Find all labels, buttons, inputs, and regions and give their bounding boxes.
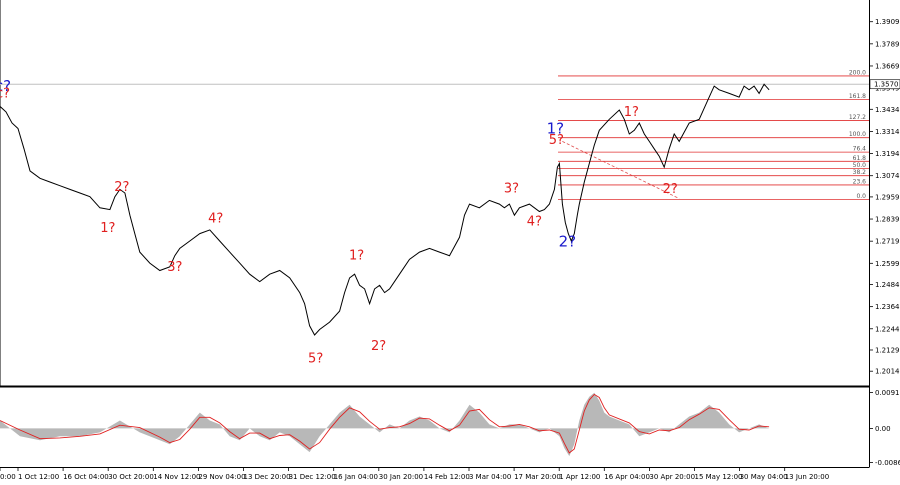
fib-label: 50.0 — [853, 162, 867, 169]
y-tick-label: 1.3194 — [875, 150, 900, 158]
wave-label: 2? — [663, 182, 678, 197]
x-tick-label: 30 Jan 20:00 — [379, 473, 423, 481]
x-tick-label: 15 May 12:00 — [695, 473, 743, 481]
wave-label: 1? — [100, 221, 115, 236]
y-tick-label: 1.2959 — [875, 193, 900, 201]
wave-label: 2? — [114, 180, 129, 195]
x-tick-label: 1 Oct 12:00 — [18, 473, 59, 481]
fib-label: 100.0 — [849, 131, 866, 138]
y-tick-label: 1.3909 — [875, 18, 900, 26]
fib-label: 61.8 — [853, 155, 867, 162]
wave-label: 1? — [624, 105, 639, 120]
x-tick-label: 16 Oct 04:00 — [63, 473, 109, 481]
wave-label: 5? — [549, 133, 564, 148]
current-price-label: 1.3570 — [874, 81, 899, 89]
fib-label: 200.0 — [849, 69, 866, 76]
y-tick-label: 1.2129 — [875, 346, 900, 354]
y-tick-label: 1.2484 — [875, 281, 900, 289]
x-tick-label: 14 Feb 12:00 — [424, 473, 470, 481]
osc-tick-label: -0.0086 — [875, 459, 900, 467]
x-tick-label: 30 Oct 20:00 — [108, 473, 154, 481]
time-axis: 0:00 1 Oct 12:00 16 Oct 04:00 30 Oct 20:00 1… — [0, 467, 829, 481]
osc-tick-label: 0.0091 — [875, 389, 900, 397]
wave-labels: c?c?2?1?4?3?1?2?5?3?4?1?5?2?1?2? — [0, 77, 678, 366]
y-tick-label: 1.3669 — [875, 62, 900, 70]
wave-label: 3? — [167, 260, 182, 275]
y-tick-label: 1.3789 — [875, 40, 900, 48]
fib-label: 161.8 — [849, 93, 866, 100]
oscillator-signal-line — [0, 393, 770, 454]
oscillator-series — [0, 392, 770, 457]
wave-label: 3? — [504, 181, 519, 196]
y-tick-label: 1.2719 — [875, 238, 900, 246]
x-tick-label: 29 Nov 04:00 — [198, 473, 245, 481]
wave-label: 2? — [371, 339, 386, 354]
x-tick-label: 16 Jan 04:00 — [334, 473, 378, 481]
y-tick-label: 1.2599 — [875, 260, 900, 268]
y-tick-label: 1.3434 — [875, 106, 900, 114]
x-tick-label: 14 Nov 12:00 — [153, 473, 200, 481]
price-line — [0, 83, 770, 336]
dashed-trendline — [562, 141, 680, 199]
x-tick-label: 17 Mar 20:00 — [514, 473, 561, 481]
fib-label: 23.6 — [853, 178, 867, 185]
y-tick-label: 1.2244 — [875, 325, 900, 333]
x-tick-label: 3 Mar 04:00 — [469, 473, 511, 481]
wave-label: 1? — [349, 248, 364, 263]
x-tick-label: 1 Apr 12:00 — [559, 473, 600, 481]
y-tick-label: 1.2014 — [875, 368, 900, 376]
fib-label: 76.4 — [853, 146, 867, 153]
x-tick-label: 13 Jun 20:00 — [785, 473, 829, 481]
x-tick-label: 13 Dec 20:00 — [244, 473, 291, 481]
current-price-tag: 1.3570 — [869, 79, 900, 90]
wave-label: c? — [0, 87, 10, 102]
oscillator-axis: 0.0091 0.00 -0.0086 — [869, 389, 900, 467]
osc-tick-label: 0.00 — [875, 425, 891, 433]
fibonacci-levels: 200.0 161.8 127.2 100.0 76.4 61.850.038.2 23.6… — [558, 69, 869, 200]
x-tick-label: 30 May 04:00 — [740, 473, 788, 481]
x-tick-label: 31 Dec 12:00 — [289, 473, 336, 481]
current-price-box — [869, 79, 900, 90]
wave-label: 4? — [208, 212, 223, 227]
fib-label: 0.0 — [856, 193, 866, 200]
fib-label: 38.2 — [853, 169, 867, 176]
price-series — [0, 83, 770, 336]
wave-label: c? — [0, 77, 11, 95]
wave-label: 5? — [308, 351, 323, 366]
x-tick-label: 30 Apr 20:00 — [649, 473, 695, 481]
wave-label: 4? — [527, 214, 542, 229]
fib-label: 127.2 — [849, 114, 866, 121]
y-tick-label: 1.2364 — [875, 303, 900, 311]
wave-label: 1? — [547, 119, 565, 137]
y-tick-label: 1.2839 — [875, 216, 900, 224]
price-axis: 1.39091.37891.36691.35491.34341.33141.31… — [869, 18, 900, 376]
x-tick-label: 16 Apr 04:00 — [604, 473, 650, 481]
y-tick-label: 1.3314 — [875, 128, 900, 136]
oscillator-histogram — [0, 392, 770, 457]
x-tick-label: 0:00 — [0, 473, 16, 481]
wave-label: 2? — [559, 232, 577, 250]
y-tick-label: 1.3074 — [875, 172, 900, 180]
